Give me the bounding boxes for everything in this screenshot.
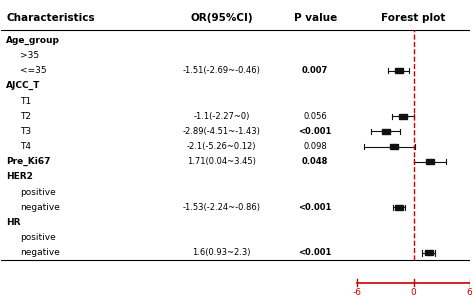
Bar (395, 205, 403, 210)
Text: >35: >35 (20, 51, 39, 60)
Text: -2.89(-4.51~-1.43): -2.89(-4.51~-1.43) (182, 127, 260, 136)
Text: T1: T1 (20, 97, 31, 106)
Text: -1.51(-2.69~-0.46): -1.51(-2.69~-0.46) (182, 66, 260, 75)
Bar (426, 159, 434, 164)
Text: AJCC_T: AJCC_T (6, 81, 40, 90)
Text: 0.098: 0.098 (303, 142, 327, 151)
Bar (390, 144, 398, 149)
Text: 6: 6 (467, 288, 473, 297)
Text: P value: P value (293, 13, 337, 23)
Text: <0.001: <0.001 (299, 127, 332, 136)
Text: -2.1(-5.26~0.12): -2.1(-5.26~0.12) (187, 142, 256, 151)
Text: HR: HR (6, 218, 20, 227)
Text: <0.001: <0.001 (299, 248, 332, 257)
Text: 0: 0 (410, 288, 417, 297)
Text: T2: T2 (20, 112, 31, 121)
Text: Age_group: Age_group (6, 36, 60, 45)
Text: -6: -6 (353, 288, 362, 297)
Text: -1.1(-2.27~0): -1.1(-2.27~0) (193, 112, 250, 121)
Text: 0.007: 0.007 (302, 66, 328, 75)
Text: Characteristics: Characteristics (6, 13, 95, 23)
Text: negative: negative (20, 248, 60, 257)
Text: positive: positive (20, 188, 56, 197)
Text: negative: negative (20, 203, 60, 212)
Text: 1.71(0.04~3.45): 1.71(0.04~3.45) (187, 157, 256, 166)
Text: Pre_Ki67: Pre_Ki67 (6, 157, 51, 166)
Text: T3: T3 (20, 127, 31, 136)
Text: 0.048: 0.048 (302, 157, 328, 166)
Text: -1.53(-2.24~-0.86): -1.53(-2.24~-0.86) (182, 203, 261, 212)
Text: <0.001: <0.001 (299, 203, 332, 212)
Text: <=35: <=35 (20, 66, 47, 75)
Bar (399, 114, 407, 119)
Bar (425, 250, 432, 256)
Text: OR(95%CI): OR(95%CI) (190, 13, 253, 23)
Bar (383, 129, 391, 134)
Bar (395, 68, 403, 73)
Text: T4: T4 (20, 142, 31, 151)
Text: positive: positive (20, 233, 56, 242)
Text: Forest plot: Forest plot (382, 13, 446, 23)
Text: 1.6(0.93~2.3): 1.6(0.93~2.3) (192, 248, 251, 257)
Text: 0.056: 0.056 (303, 112, 327, 121)
Text: HER2: HER2 (6, 172, 33, 182)
